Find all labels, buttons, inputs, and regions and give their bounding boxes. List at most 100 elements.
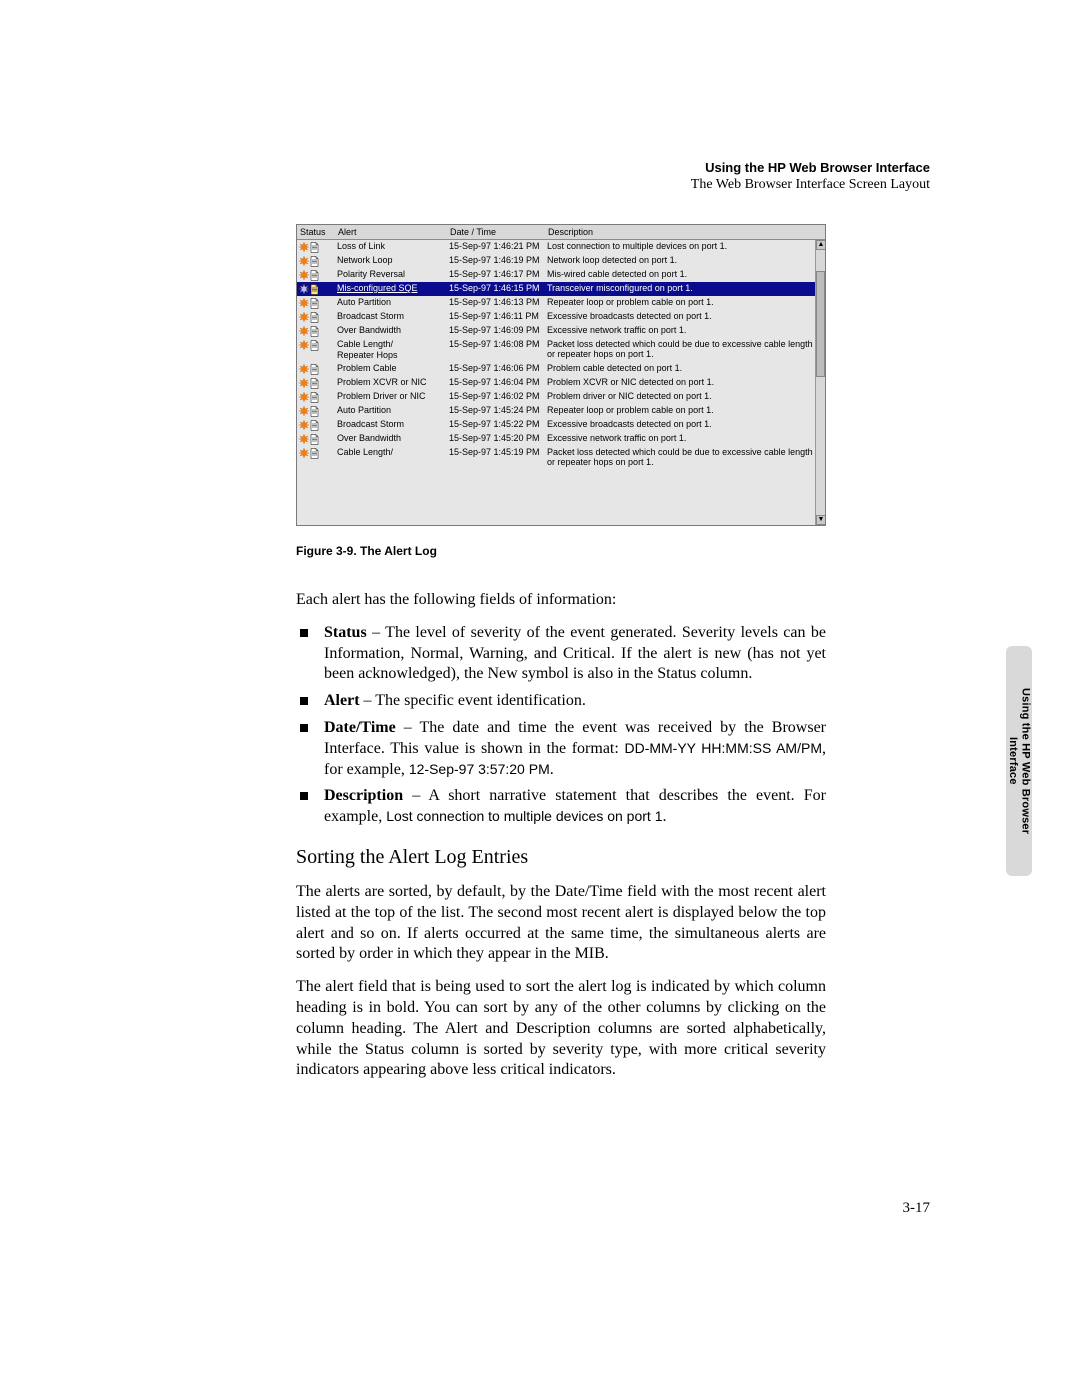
status-cell xyxy=(297,240,335,254)
datetime-cell: 15-Sep-97 1:46:02 PM xyxy=(447,390,545,402)
description-cell: Excessive broadcasts detected on port 1. xyxy=(545,418,817,430)
status-cell xyxy=(297,390,335,404)
bullet-mono: 12-Sep-97 3:57:20 PM xyxy=(409,761,550,777)
new-alert-icon xyxy=(299,420,309,430)
alert-cell: Broadcast Storm xyxy=(335,418,447,431)
bullet-square-icon xyxy=(300,697,308,705)
description-cell: Problem driver or NIC detected on port 1… xyxy=(545,390,817,402)
alert-cell: Over Bandwidth xyxy=(335,324,447,337)
datetime-cell: 15-Sep-97 1:46:15 PM xyxy=(447,282,545,294)
chapter-side-tab: Using the HP Web Browser Interface xyxy=(1006,646,1032,876)
alert-cell: Loss of Link xyxy=(335,240,447,253)
alert-cell: Problem Cable xyxy=(335,362,447,375)
alert-row[interactable]: Cable Length/Repeater Hops15-Sep-97 1:46… xyxy=(297,338,817,362)
alert-row[interactable]: Auto Partition15-Sep-97 1:46:13 PMRepeat… xyxy=(297,296,817,310)
status-cell xyxy=(297,324,335,338)
alert-cell: Over Bandwidth xyxy=(335,432,447,445)
alert-cell: Cable Length/Repeater Hops xyxy=(335,338,447,362)
scroll-track[interactable] xyxy=(816,250,825,515)
alert-sheet-icon xyxy=(310,406,319,417)
status-cell xyxy=(297,254,335,268)
alert-row[interactable]: Problem XCVR or NIC15-Sep-97 1:46:04 PMP… xyxy=(297,376,817,390)
alert-sheet-icon xyxy=(310,420,319,431)
field-bullet: Date/Time – The date and time the event … xyxy=(296,718,826,780)
section-heading: Sorting the Alert Log Entries xyxy=(296,844,826,870)
alert-row[interactable]: Polarity Reversal15-Sep-97 1:46:17 PMMis… xyxy=(297,268,817,282)
alert-sheet-icon xyxy=(310,364,319,375)
alert-sheet-icon xyxy=(310,242,319,253)
col-header-datetime[interactable]: Date / Time xyxy=(447,225,545,239)
alert-row[interactable]: Network Loop15-Sep-97 1:46:19 PMNetwork … xyxy=(297,254,817,268)
new-alert-icon xyxy=(299,284,309,294)
description-cell: Excessive network traffic on port 1. xyxy=(545,432,817,444)
alert-row[interactable]: Mis-configured SQE15-Sep-97 1:46:15 PMTr… xyxy=(297,282,817,296)
new-alert-icon xyxy=(299,326,309,336)
alert-row[interactable]: Auto Partition15-Sep-97 1:45:24 PMRepeat… xyxy=(297,404,817,418)
alert-log-scrollbar[interactable]: ▲ ▼ xyxy=(815,240,825,525)
field-bullets: Status – The level of severity of the ev… xyxy=(296,623,826,828)
new-alert-icon xyxy=(299,434,309,444)
alert-cell: Problem XCVR or NIC xyxy=(335,376,447,389)
status-cell xyxy=(297,338,335,352)
new-alert-icon xyxy=(299,378,309,388)
status-cell xyxy=(297,268,335,282)
status-cell xyxy=(297,432,335,446)
datetime-cell: 15-Sep-97 1:45:19 PM xyxy=(447,446,545,458)
sorting-para-2: The alert field that is being used to so… xyxy=(296,977,826,1081)
scroll-down-button[interactable]: ▼ xyxy=(816,515,825,525)
description-cell: Repeater loop or problem cable on port 1… xyxy=(545,296,817,308)
description-cell: Problem XCVR or NIC detected on port 1. xyxy=(545,376,817,388)
bullet-square-icon xyxy=(300,724,308,732)
page-header-title: Using the HP Web Browser Interface xyxy=(691,160,930,175)
col-header-alert[interactable]: Alert xyxy=(335,225,447,239)
datetime-cell: 15-Sep-97 1:46:21 PM xyxy=(447,240,545,252)
status-cell xyxy=(297,310,335,324)
scroll-up-button[interactable]: ▲ xyxy=(816,240,825,250)
alert-log-panel: Status Alert Date / Time Description Los… xyxy=(296,224,826,526)
description-cell: Mis-wired cable detected on port 1. xyxy=(545,268,817,280)
new-alert-icon xyxy=(299,406,309,416)
alert-sheet-icon xyxy=(310,340,319,351)
description-cell: Problem cable detected on port 1. xyxy=(545,362,817,374)
description-cell: Packet loss detected which could be due … xyxy=(545,446,817,468)
figure-caption: Figure 3-9. The Alert Log xyxy=(296,544,826,558)
new-alert-icon xyxy=(299,340,309,350)
alert-cell: Auto Partition xyxy=(335,404,447,417)
alert-row[interactable]: Over Bandwidth15-Sep-97 1:46:09 PMExcess… xyxy=(297,324,817,338)
alert-row[interactable]: Loss of Link15-Sep-97 1:46:21 PMLost con… xyxy=(297,240,817,254)
alert-cell: Auto Partition xyxy=(335,296,447,309)
alert-row[interactable]: Cable Length/15-Sep-97 1:45:19 PMPacket … xyxy=(297,446,817,468)
alert-row[interactable]: Broadcast Storm15-Sep-97 1:46:11 PMExces… xyxy=(297,310,817,324)
alert-sheet-icon xyxy=(310,392,319,403)
col-header-description[interactable]: Description xyxy=(545,225,825,239)
status-cell xyxy=(297,418,335,432)
alert-row[interactable]: Broadcast Storm15-Sep-97 1:45:22 PMExces… xyxy=(297,418,817,432)
alert-row[interactable]: Over Bandwidth15-Sep-97 1:45:20 PMExcess… xyxy=(297,432,817,446)
alert-sheet-icon xyxy=(310,270,319,281)
status-cell xyxy=(297,296,335,310)
description-cell: Lost connection to multiple devices on p… xyxy=(545,240,817,252)
alert-row[interactable]: Problem Cable15-Sep-97 1:46:06 PMProblem… xyxy=(297,362,817,376)
page-header-subtitle: The Web Browser Interface Screen Layout xyxy=(691,177,930,193)
bullet-mono: DD-MM-YY HH:MM:SS AM/PM xyxy=(624,740,822,756)
side-tab-line2: Interface xyxy=(1007,737,1019,785)
description-cell: Excessive network traffic on port 1. xyxy=(545,324,817,336)
new-alert-icon xyxy=(299,242,309,252)
description-cell: Excessive broadcasts detected on port 1. xyxy=(545,310,817,322)
bullet-term: Alert xyxy=(324,692,360,709)
field-bullet: Status – The level of severity of the ev… xyxy=(296,623,826,685)
alert-cell: Polarity Reversal xyxy=(335,268,447,281)
col-header-status[interactable]: Status xyxy=(297,225,335,239)
bullet-text: . xyxy=(550,761,554,778)
scroll-thumb[interactable] xyxy=(816,271,825,377)
bullet-text: – The specific event identification. xyxy=(360,692,586,709)
alert-log-rows: Loss of Link15-Sep-97 1:46:21 PMLost con… xyxy=(297,240,817,468)
page-number: 3-17 xyxy=(903,1200,931,1217)
page-header: Using the HP Web Browser Interface The W… xyxy=(691,160,930,193)
alert-cell: Mis-configured SQE xyxy=(335,282,447,295)
datetime-cell: 15-Sep-97 1:46:17 PM xyxy=(447,268,545,280)
alert-row[interactable]: Problem Driver or NIC15-Sep-97 1:46:02 P… xyxy=(297,390,817,404)
alert-sheet-icon xyxy=(310,312,319,323)
alert-cell: Cable Length/ xyxy=(335,446,447,459)
new-alert-icon xyxy=(299,448,309,458)
